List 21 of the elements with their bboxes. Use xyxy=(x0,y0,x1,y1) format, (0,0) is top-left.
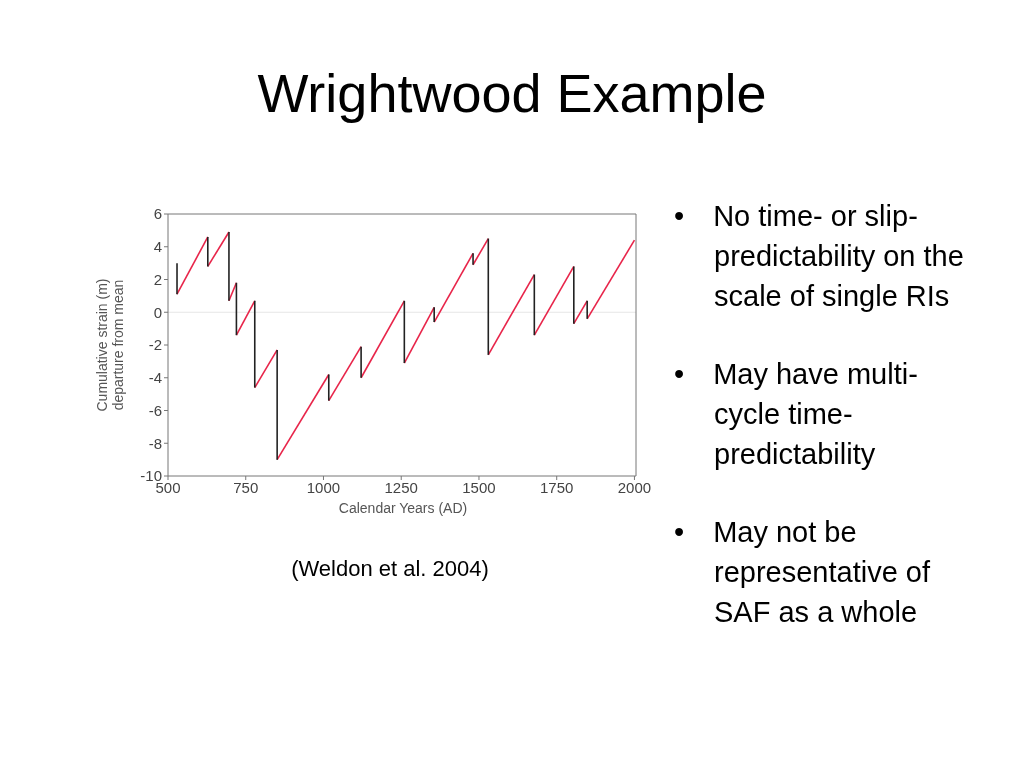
y-tick-label: 4 xyxy=(153,238,162,256)
x-axis-title: Calendar Years (AD) xyxy=(337,500,469,516)
y-tick-label: 0 xyxy=(153,303,162,321)
text: • May not be representative of SAF as a whole xyxy=(674,515,931,630)
x-tick-label: 1500 xyxy=(462,478,496,496)
chart-title: Wrightwood Example xyxy=(256,62,768,124)
y-tick-label: -2 xyxy=(148,336,162,354)
y-tick-label: 6 xyxy=(153,205,162,223)
x-tick-label: 1750 xyxy=(540,478,574,496)
x-tick-label: 1250 xyxy=(384,478,418,496)
text: • May have multi-cycle time-predictability xyxy=(674,357,919,472)
text: (Weldon et al. 2004) xyxy=(290,556,490,582)
x-tick-label: 2000 xyxy=(617,478,652,496)
x-tick-label: 1000 xyxy=(306,478,341,496)
y-tick-label: -4 xyxy=(148,369,162,387)
text: • No time- or slip-predictability on the scale of single RIs xyxy=(674,199,965,314)
y-tick-label: -8 xyxy=(148,434,162,452)
x-tick-label: 750 xyxy=(233,478,259,496)
y-axis-title: Cumulative strain (m) departure from mean xyxy=(94,278,126,412)
y-tick-label: 2 xyxy=(153,270,162,288)
y-tick-label: -6 xyxy=(148,401,162,419)
